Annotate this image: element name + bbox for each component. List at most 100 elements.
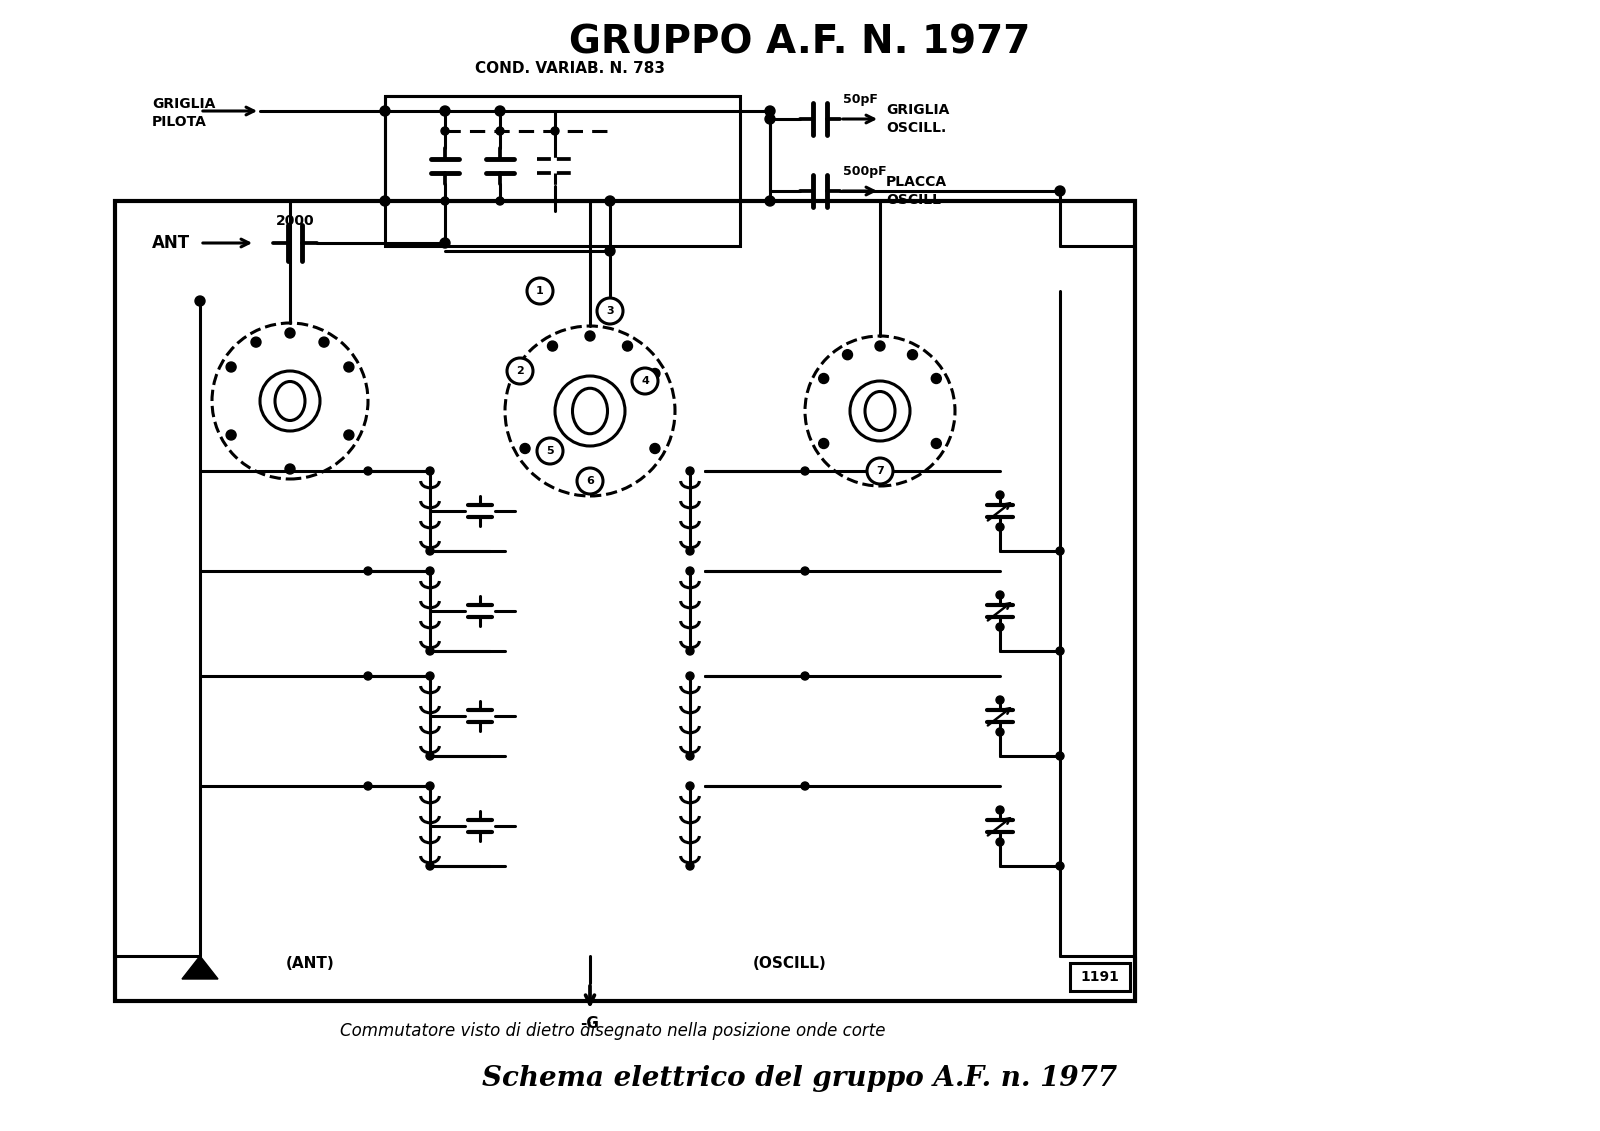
Circle shape (426, 752, 434, 760)
Text: -G: -G (581, 1016, 600, 1031)
Circle shape (426, 467, 434, 475)
Circle shape (622, 342, 632, 351)
Circle shape (686, 567, 694, 575)
Circle shape (686, 752, 694, 760)
Circle shape (365, 672, 371, 680)
Circle shape (907, 349, 917, 360)
Circle shape (819, 373, 829, 383)
Text: GRIGLIA
OSCILL.: GRIGLIA OSCILL. (886, 103, 949, 135)
Circle shape (1056, 547, 1064, 555)
Circle shape (931, 439, 941, 449)
Circle shape (586, 331, 595, 342)
Circle shape (586, 481, 595, 491)
Text: 6: 6 (586, 476, 594, 486)
Text: Schema elettrico del gruppo A.F. n. 1977: Schema elettrico del gruppo A.F. n. 1977 (483, 1065, 1117, 1093)
Circle shape (1056, 647, 1064, 655)
Circle shape (365, 782, 371, 789)
Circle shape (632, 368, 658, 394)
Circle shape (426, 567, 434, 575)
Circle shape (686, 647, 694, 655)
Bar (1070, 962, 1130, 991)
Text: ANT: ANT (152, 234, 190, 252)
Circle shape (765, 106, 774, 116)
Circle shape (381, 196, 390, 206)
Circle shape (686, 862, 694, 870)
Ellipse shape (866, 391, 894, 431)
Circle shape (802, 672, 810, 680)
Circle shape (226, 430, 237, 440)
Circle shape (440, 106, 450, 116)
Text: GRIGLIA
PILOTA: GRIGLIA PILOTA (152, 97, 216, 129)
Circle shape (285, 328, 294, 338)
Ellipse shape (275, 381, 306, 421)
Circle shape (995, 491, 1005, 499)
Circle shape (426, 862, 434, 870)
Circle shape (802, 467, 810, 475)
Circle shape (426, 547, 434, 555)
Circle shape (426, 672, 434, 680)
Circle shape (344, 430, 354, 440)
Text: 3: 3 (606, 307, 614, 316)
Text: 500pF: 500pF (843, 165, 886, 178)
Text: 50pF: 50pF (843, 93, 878, 106)
Circle shape (650, 443, 659, 454)
Bar (386, 96, 739, 247)
Circle shape (520, 369, 530, 379)
Circle shape (686, 782, 694, 789)
Circle shape (843, 349, 853, 360)
Circle shape (226, 362, 237, 372)
Circle shape (765, 114, 774, 124)
Text: PLACCA
OSCILL: PLACCA OSCILL (886, 175, 947, 207)
Circle shape (365, 567, 371, 575)
Circle shape (496, 127, 504, 135)
Circle shape (686, 467, 694, 475)
Circle shape (995, 523, 1005, 530)
Circle shape (875, 342, 885, 351)
Circle shape (605, 196, 614, 206)
Circle shape (1056, 752, 1064, 760)
Circle shape (538, 438, 563, 464)
Circle shape (995, 623, 1005, 631)
Circle shape (995, 838, 1005, 846)
Circle shape (578, 468, 603, 494)
Circle shape (686, 672, 694, 680)
Circle shape (547, 342, 557, 351)
Circle shape (520, 443, 530, 454)
Circle shape (344, 362, 354, 372)
Circle shape (802, 567, 810, 575)
Circle shape (931, 373, 941, 383)
Circle shape (686, 547, 694, 555)
Circle shape (650, 369, 659, 379)
Text: Commutatore visto di dietro disegnato nella posizione onde corte: Commutatore visto di dietro disegnato ne… (339, 1022, 885, 1041)
Circle shape (442, 127, 450, 135)
Circle shape (1056, 862, 1064, 870)
Circle shape (381, 106, 390, 116)
Text: (ANT): (ANT) (286, 956, 334, 972)
Circle shape (195, 296, 205, 307)
Circle shape (526, 278, 554, 304)
Text: 2: 2 (517, 366, 523, 375)
Circle shape (875, 470, 885, 481)
Text: GRUPPO A.F. N. 1977: GRUPPO A.F. N. 1977 (570, 23, 1030, 61)
Circle shape (605, 247, 614, 256)
Circle shape (440, 238, 450, 248)
Text: 5: 5 (546, 446, 554, 456)
Circle shape (765, 196, 774, 206)
Circle shape (995, 696, 1005, 703)
Circle shape (426, 647, 434, 655)
Circle shape (848, 379, 912, 443)
Circle shape (251, 337, 261, 347)
Circle shape (442, 197, 450, 205)
Circle shape (995, 728, 1005, 736)
Circle shape (550, 127, 558, 135)
Circle shape (285, 464, 294, 474)
Bar (115, 201, 1134, 1001)
Circle shape (426, 782, 434, 789)
Circle shape (819, 439, 829, 449)
Circle shape (995, 806, 1005, 814)
Circle shape (496, 197, 504, 205)
Polygon shape (182, 956, 218, 979)
Circle shape (258, 369, 322, 433)
Text: (OSCILL): (OSCILL) (754, 956, 827, 972)
Circle shape (1054, 185, 1066, 196)
